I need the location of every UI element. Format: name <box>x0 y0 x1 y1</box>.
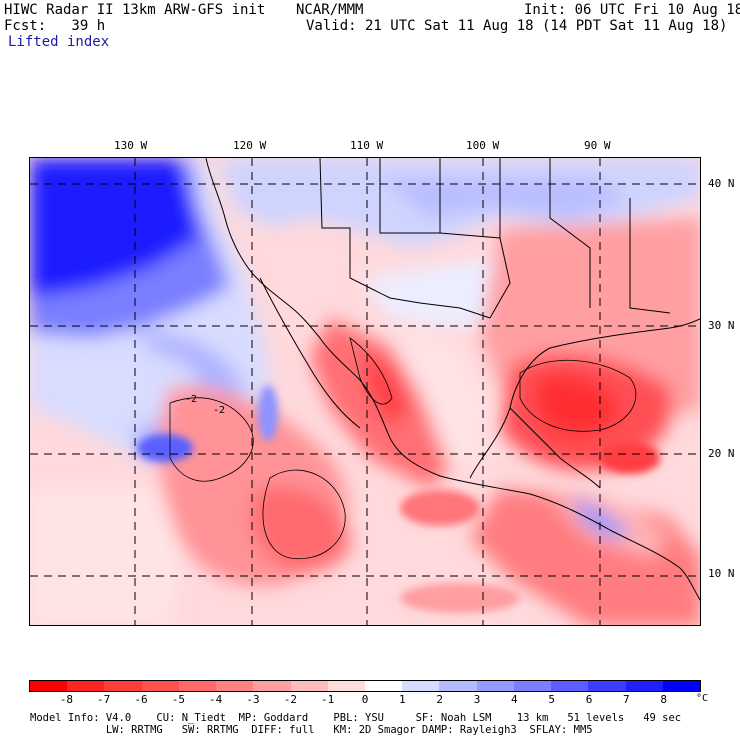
colorbar-tick-label: -4 <box>209 693 223 706</box>
lat-label-20n: 20 N <box>708 447 735 460</box>
colorbar-tick-label: 7 <box>623 693 630 706</box>
lon-label-120w: 120 W <box>233 139 267 152</box>
colorbar-swatch-3 <box>141 681 179 691</box>
colorbar-tick-label: 3 <box>473 693 481 706</box>
lat-label-40n: 40 N <box>708 177 735 190</box>
colorbar-swatch-10 <box>402 681 440 691</box>
institution-label: NCAR/MMM <box>296 2 364 18</box>
colorbar-unit: °C <box>696 693 709 704</box>
colorbar-swatch-1 <box>67 681 105 691</box>
colorbar-ticks: -8 -7 -6 -5 -4 -3 -2 -1 0 1 2 3 4 5 6 7 8 <box>29 694 701 708</box>
colorbar-tick-label: 2 <box>436 693 443 706</box>
colorbar-tick-label: 1 <box>399 693 406 706</box>
colorbar-tick-label: -2 <box>283 693 297 706</box>
colorbar-tick-label: 6 <box>585 693 593 706</box>
colorbar-swatch-17 <box>662 681 700 691</box>
colorbar-swatch-15 <box>588 681 626 691</box>
colorbar <box>29 680 701 692</box>
field-name: Lifted index <box>8 34 110 50</box>
lat-label-30n: 30 N <box>708 319 735 332</box>
lon-label-110w: 110 W <box>350 139 384 152</box>
colorbar-swatch-14 <box>551 681 589 691</box>
colorbar-tick-label: 5 <box>548 693 555 706</box>
colorbar-swatch-9 <box>364 681 403 691</box>
lat-label-10n: 10 N <box>708 567 735 580</box>
colorbar-swatch-16 <box>625 681 663 691</box>
colorbar-tick-label: -8 <box>59 693 73 706</box>
lon-label-100w: 100 W <box>466 139 500 152</box>
map-canvas: -2 -2 <box>30 158 700 625</box>
graticule <box>30 158 700 625</box>
model-info-line2: LW: RRTMG SW: RRTMG DIFF: full KM: 2D Sm… <box>30 724 593 736</box>
colorbar-swatch-8 <box>327 681 365 691</box>
colorbar-swatch-4 <box>178 681 217 691</box>
lon-label-90w: 90 W <box>584 139 611 152</box>
forecast-hour: Fcst: 39 h <box>4 18 106 34</box>
colorbar-swatch-11 <box>439 681 477 691</box>
colorbar-swatch-6 <box>253 681 291 691</box>
lifted-index-map: -2 -2 <box>29 157 701 626</box>
colorbar-swatch-12 <box>476 681 514 691</box>
contour-lines <box>169 337 637 560</box>
contour-label-1: -2 <box>185 394 197 405</box>
model-info-line1: Model Info: V4.0 CU: N_Tiedt MP: Goddard… <box>30 712 682 724</box>
colorbar-tick-label: 8 <box>660 693 667 706</box>
init-time: Init: 06 UTC Fri 10 Aug 18 <box>524 2 740 18</box>
colorbar-tick-label: -1 <box>321 693 335 706</box>
lon-label-130w: 130 W <box>114 139 148 152</box>
colorbar-tick-label: -3 <box>246 693 260 706</box>
colorbar-swatch-2 <box>104 681 142 691</box>
fine-structure <box>137 385 660 613</box>
colorbar-swatch-7 <box>290 681 328 691</box>
colorbar-tick-label: -7 <box>97 693 111 706</box>
colorbar-tick-label: -5 <box>171 693 185 706</box>
colorbar-tick-label: 4 <box>511 693 518 706</box>
colorbar-tick-label: -6 <box>134 693 148 706</box>
colorbar-tick-label: 0 <box>361 693 369 706</box>
colorbar-swatch-5 <box>216 681 254 691</box>
stability-fields <box>30 158 700 625</box>
valid-time: Valid: 21 UTC Sat 11 Aug 18 (14 PDT Sat … <box>306 18 728 34</box>
contour-label-2: -2 <box>213 405 225 416</box>
colorbar-swatch-0 <box>30 681 68 691</box>
colorbar-swatch-13 <box>513 681 552 691</box>
model-title: HIWC Radar II 13km ARW-GFS init <box>4 2 266 18</box>
